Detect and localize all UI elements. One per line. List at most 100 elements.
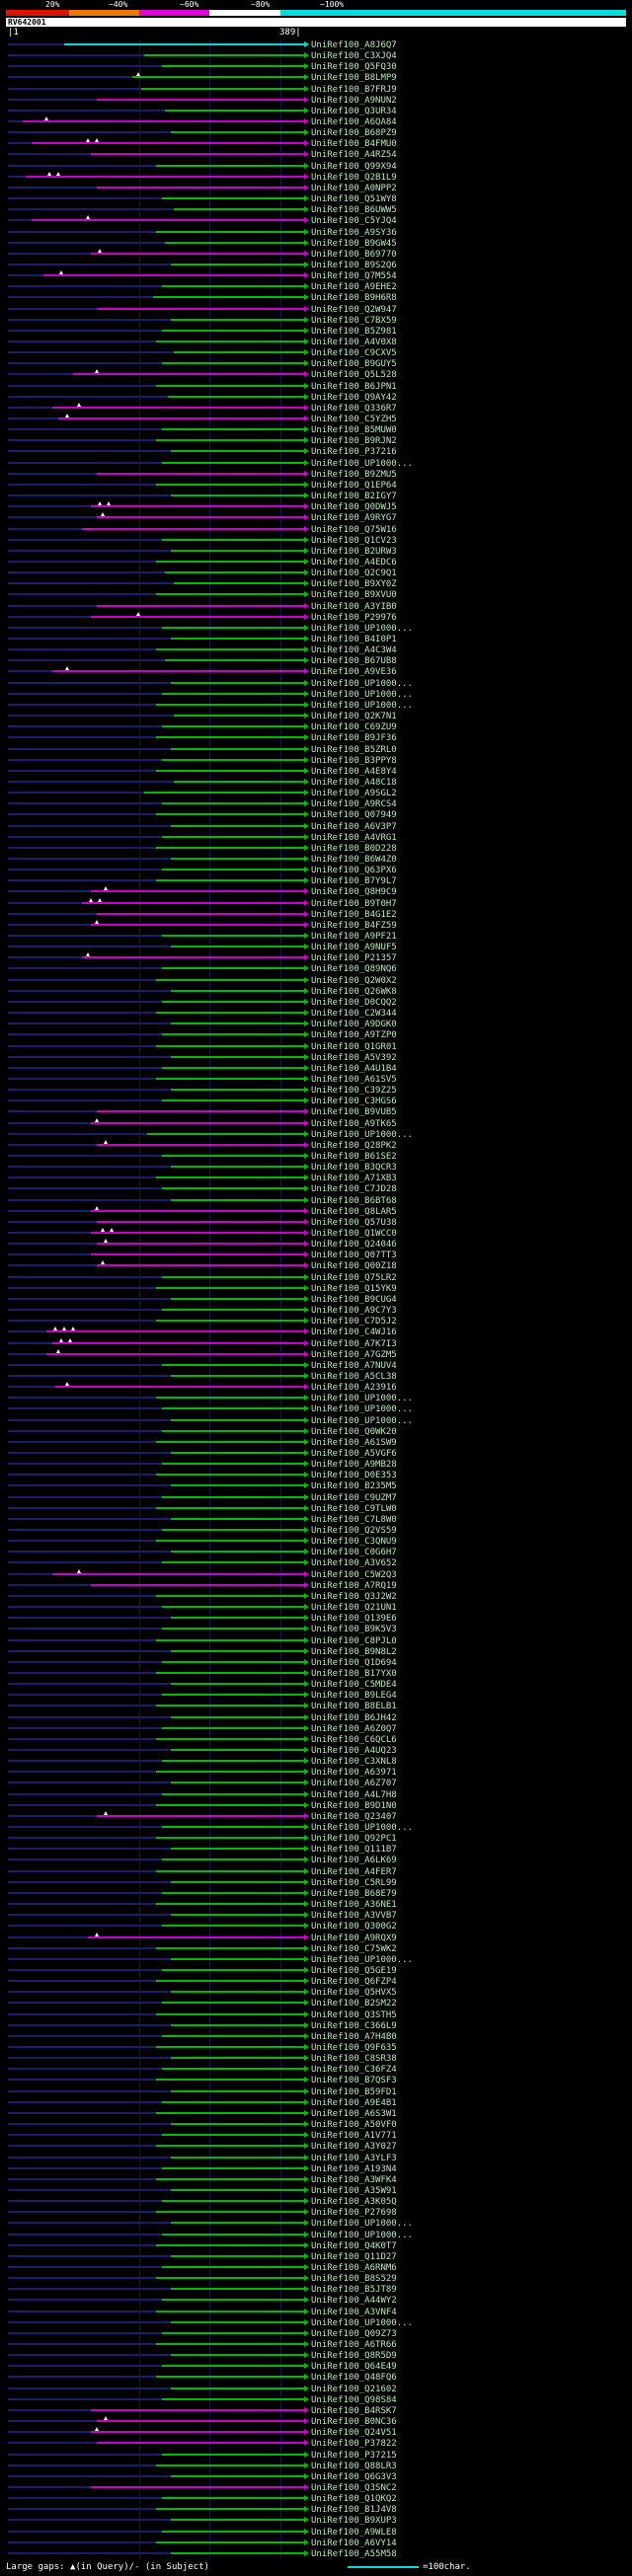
hit-label[interactable]: UniRef100_A7K7I3 [311, 1338, 397, 1349]
hit-bar[interactable] [171, 1649, 304, 1652]
hit-label[interactable]: UniRef100_A3VVB7 [311, 1911, 397, 1922]
hit-bar[interactable] [156, 439, 304, 442]
hit-bar[interactable] [156, 1638, 304, 1641]
hit-label[interactable]: UniRef100_Q51WY8 [311, 194, 397, 205]
hit-bar[interactable] [97, 912, 304, 915]
hit-label[interactable]: UniRef100_A3WFK4 [311, 2174, 397, 2185]
hit-bar[interactable] [153, 296, 304, 299]
hit-label[interactable]: UniRef100_Q24V51 [311, 2428, 397, 2439]
hit-label[interactable]: UniRef100_B7FRJ9 [311, 84, 397, 95]
hit-bar[interactable] [162, 2265, 304, 2268]
hit-bar[interactable] [58, 417, 304, 420]
hit-label[interactable]: UniRef100_B2URW3 [311, 546, 397, 557]
hit-bar[interactable] [156, 978, 304, 981]
hit-bar[interactable] [26, 175, 304, 178]
hit-label[interactable]: UniRef100_A63971 [311, 1768, 397, 1779]
hit-label[interactable]: UniRef100_B9XVU0 [311, 590, 397, 601]
hit-bar[interactable] [156, 1737, 304, 1740]
hit-label[interactable]: UniRef100_Q75W16 [311, 524, 397, 535]
hit-label[interactable]: UniRef100_Q139E6 [311, 1614, 397, 1625]
hit-bar[interactable] [156, 483, 304, 486]
hit-label[interactable]: UniRef100_C5RL99 [311, 1877, 397, 1888]
hit-label[interactable]: UniRef100_B9VUB5 [311, 1107, 397, 1118]
hit-label[interactable]: UniRef100_A3V652 [311, 1558, 397, 1569]
hit-label[interactable]: UniRef100_Q21UN1 [311, 1603, 397, 1614]
hit-bar[interactable] [162, 2134, 304, 2137]
hit-label[interactable]: UniRef100_C3QNU9 [311, 1537, 397, 1548]
hit-bar[interactable] [55, 1386, 304, 1389]
hit-label[interactable]: UniRef100_A23916 [311, 1383, 397, 1394]
hit-bar[interactable] [156, 2145, 304, 2148]
hit-label[interactable]: UniRef100_Q26WK8 [311, 986, 397, 997]
hit-label[interactable]: UniRef100_B61SE2 [311, 1151, 397, 1162]
hit-label[interactable]: UniRef100_B235M5 [311, 1481, 397, 1492]
hit-label[interactable]: UniRef100_Q2VS59 [311, 1526, 397, 1537]
hit-bar[interactable] [91, 252, 304, 255]
hit-label[interactable]: UniRef100_C9CXV5 [311, 348, 397, 359]
hit-bar[interactable] [171, 747, 304, 750]
hit-label[interactable]: UniRef100_P29976 [311, 612, 397, 623]
hit-label[interactable]: UniRef100_Q336R7 [311, 403, 397, 414]
hit-label[interactable]: UniRef100_B0D228 [311, 843, 397, 854]
hit-bar[interactable] [156, 2343, 304, 2346]
hit-bar[interactable] [91, 2408, 304, 2411]
hit-label[interactable]: UniRef100_A9RYG7 [311, 513, 397, 524]
hit-bar[interactable] [82, 956, 304, 959]
hit-label[interactable]: UniRef100_Q98S84 [311, 2394, 397, 2405]
hit-label[interactable]: UniRef100_A9E4B1 [311, 2097, 397, 2108]
hit-label[interactable]: UniRef100_C75WK2 [311, 1943, 397, 1954]
hit-bar[interactable] [171, 1198, 304, 1201]
hit-label[interactable]: UniRef100_B7Y9L7 [311, 876, 397, 887]
hit-label[interactable]: UniRef100_A6RNM6 [311, 2262, 397, 2273]
hit-bar[interactable] [156, 1803, 304, 1806]
hit-bar[interactable] [156, 2508, 304, 2511]
hit-label[interactable]: UniRef100_Q21602 [311, 2384, 397, 2394]
hit-bar[interactable] [162, 1033, 304, 1036]
hit-label[interactable]: UniRef100_C2W344 [311, 1009, 397, 1020]
hit-label[interactable]: UniRef100_B0NC36 [311, 2417, 397, 2428]
hit-label[interactable]: UniRef100_Q8R5D9 [311, 2351, 397, 2362]
hit-bar[interactable] [82, 901, 304, 904]
hit-label[interactable]: UniRef100_Q5HVX5 [311, 1988, 397, 1999]
hit-bar[interactable] [156, 1705, 304, 1707]
hit-bar[interactable] [156, 813, 304, 816]
hit-bar[interactable] [162, 2497, 304, 2500]
hit-bar[interactable] [171, 494, 304, 497]
hit-bar[interactable] [162, 2365, 304, 2368]
hit-label[interactable]: UniRef100_Q89NQ6 [311, 964, 397, 975]
hit-label[interactable]: UniRef100_P37216 [311, 447, 397, 458]
hit-bar[interactable] [171, 989, 304, 992]
hit-bar[interactable] [46, 1352, 304, 1355]
hit-bar[interactable] [171, 1848, 304, 1851]
hit-label[interactable]: UniRef100_A193N4 [311, 2163, 397, 2174]
hit-label[interactable]: UniRef100_B8S529 [311, 2274, 397, 2285]
hit-bar[interactable] [171, 549, 304, 552]
hit-bar[interactable] [91, 2431, 304, 2434]
hit-bar[interactable] [162, 967, 304, 970]
hit-bar[interactable] [171, 2188, 304, 2191]
hit-label[interactable]: UniRef100_A6VY14 [311, 2538, 397, 2548]
hit-label[interactable]: UniRef100_B67UB8 [311, 656, 397, 667]
hit-bar[interactable] [171, 1957, 304, 1960]
hit-label[interactable]: UniRef100_UP1000... [311, 1129, 413, 1140]
hit-label[interactable]: UniRef100_A9RQX9 [311, 1932, 397, 1943]
hit-label[interactable]: UniRef100_A61SW9 [311, 1437, 397, 1448]
hit-label[interactable]: UniRef100_C7L8W0 [311, 1514, 397, 1525]
hit-label[interactable]: UniRef100_Q64E49 [311, 2362, 397, 2373]
hit-label[interactable]: UniRef100_C7D5J2 [311, 1317, 397, 1327]
hit-bar[interactable] [171, 1297, 304, 1300]
hit-label[interactable]: UniRef100_C5MDE4 [311, 1680, 397, 1691]
hit-label[interactable]: UniRef100_UP1000... [311, 623, 413, 634]
hit-bar[interactable] [162, 1826, 304, 1829]
hit-bar[interactable] [156, 2463, 304, 2466]
hit-label[interactable]: UniRef100_B68E79 [311, 1888, 397, 1899]
hit-label[interactable]: UniRef100_C39Z25 [311, 1086, 397, 1097]
hit-bar[interactable] [162, 935, 304, 938]
hit-bar[interactable] [171, 681, 304, 684]
hit-bar[interactable] [162, 362, 304, 365]
hit-bar[interactable] [174, 208, 304, 211]
hit-label[interactable]: UniRef100_A3YIB0 [311, 601, 397, 612]
hit-label[interactable]: UniRef100_B7QSF3 [311, 2076, 397, 2086]
hit-label[interactable]: UniRef100_B5Z981 [311, 326, 397, 337]
hit-label[interactable]: UniRef100_Q48FQ6 [311, 2373, 397, 2384]
